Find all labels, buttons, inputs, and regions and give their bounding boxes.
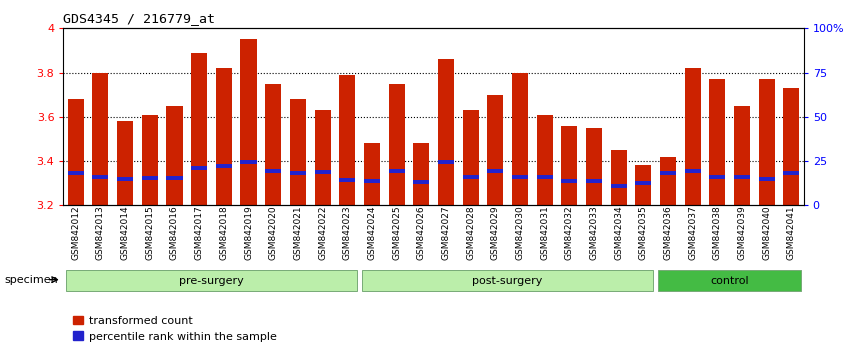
- Text: GDS4345 / 216779_at: GDS4345 / 216779_at: [63, 12, 216, 25]
- Bar: [388, 169, 404, 173]
- Text: GSM842013: GSM842013: [96, 205, 105, 260]
- Text: pre-surgery: pre-surgery: [179, 275, 244, 286]
- Text: GSM842020: GSM842020: [269, 205, 277, 260]
- FancyBboxPatch shape: [658, 270, 801, 291]
- Text: GSM842038: GSM842038: [713, 205, 722, 260]
- Bar: [783, 88, 799, 205]
- Text: GSM842039: GSM842039: [738, 205, 746, 260]
- Text: GSM842041: GSM842041: [787, 205, 796, 260]
- Text: GSM842029: GSM842029: [491, 205, 500, 260]
- Bar: [339, 178, 355, 182]
- Bar: [611, 184, 627, 188]
- Bar: [759, 79, 775, 205]
- Text: GSM842034: GSM842034: [614, 205, 624, 260]
- Bar: [586, 128, 602, 205]
- Bar: [413, 180, 429, 184]
- Bar: [315, 110, 331, 205]
- Bar: [216, 164, 232, 168]
- Bar: [265, 84, 281, 205]
- Bar: [315, 170, 331, 175]
- Text: GSM842028: GSM842028: [466, 205, 475, 260]
- Bar: [709, 79, 725, 205]
- Bar: [709, 175, 725, 179]
- Bar: [759, 177, 775, 181]
- Text: GSM842032: GSM842032: [565, 205, 574, 260]
- Bar: [117, 177, 133, 181]
- Bar: [734, 106, 750, 205]
- Text: GSM842015: GSM842015: [146, 205, 154, 260]
- Bar: [438, 59, 454, 205]
- Bar: [167, 176, 183, 180]
- Bar: [388, 84, 404, 205]
- Bar: [364, 143, 380, 205]
- Text: GSM842035: GSM842035: [639, 205, 648, 260]
- Bar: [684, 169, 700, 173]
- Bar: [216, 68, 232, 205]
- Bar: [339, 75, 355, 205]
- Bar: [660, 171, 676, 176]
- Bar: [487, 169, 503, 173]
- Bar: [561, 179, 577, 183]
- Legend: transformed count, percentile rank within the sample: transformed count, percentile rank withi…: [69, 311, 282, 346]
- Bar: [265, 169, 281, 173]
- Text: GSM842040: GSM842040: [762, 205, 772, 260]
- Bar: [68, 99, 84, 205]
- Bar: [660, 156, 676, 205]
- Bar: [487, 95, 503, 205]
- Bar: [512, 175, 528, 179]
- Text: GSM842026: GSM842026: [417, 205, 426, 260]
- Text: GSM842019: GSM842019: [244, 205, 253, 260]
- Bar: [512, 73, 528, 205]
- Text: GSM842022: GSM842022: [318, 205, 327, 260]
- Text: GSM842024: GSM842024: [367, 205, 376, 260]
- Text: GSM842037: GSM842037: [688, 205, 697, 260]
- Bar: [463, 175, 479, 179]
- Text: GSM842018: GSM842018: [219, 205, 228, 260]
- Bar: [635, 166, 651, 205]
- Bar: [463, 110, 479, 205]
- Bar: [684, 68, 700, 205]
- Bar: [142, 176, 158, 180]
- Bar: [191, 53, 207, 205]
- Text: specimen: specimen: [4, 275, 58, 285]
- Text: GSM842014: GSM842014: [121, 205, 129, 260]
- Bar: [117, 121, 133, 205]
- Text: post-surgery: post-surgery: [472, 275, 543, 286]
- FancyBboxPatch shape: [362, 270, 653, 291]
- Bar: [413, 143, 429, 205]
- Text: GSM842025: GSM842025: [392, 205, 401, 260]
- Bar: [167, 106, 183, 205]
- Bar: [635, 182, 651, 185]
- Bar: [561, 126, 577, 205]
- Text: GSM842033: GSM842033: [590, 205, 598, 260]
- Text: GSM842023: GSM842023: [343, 205, 352, 260]
- Text: GSM842030: GSM842030: [515, 205, 525, 260]
- Text: control: control: [711, 275, 749, 286]
- Text: GSM842012: GSM842012: [71, 205, 80, 260]
- Bar: [68, 171, 84, 176]
- Bar: [142, 115, 158, 205]
- Text: GSM842021: GSM842021: [294, 205, 302, 260]
- Bar: [240, 39, 256, 205]
- Bar: [92, 175, 108, 179]
- Bar: [290, 171, 306, 176]
- Bar: [611, 150, 627, 205]
- Text: GSM842017: GSM842017: [195, 205, 204, 260]
- Text: GSM842036: GSM842036: [663, 205, 673, 260]
- Text: GSM842027: GSM842027: [442, 205, 450, 260]
- Text: GSM842031: GSM842031: [540, 205, 549, 260]
- Bar: [586, 179, 602, 183]
- Bar: [783, 171, 799, 176]
- FancyBboxPatch shape: [66, 270, 357, 291]
- Bar: [734, 175, 750, 179]
- Bar: [364, 179, 380, 183]
- Bar: [240, 160, 256, 164]
- Bar: [536, 115, 552, 205]
- Bar: [290, 99, 306, 205]
- Bar: [92, 73, 108, 205]
- Bar: [536, 175, 552, 179]
- Bar: [191, 166, 207, 170]
- Bar: [438, 160, 454, 164]
- Text: GSM842016: GSM842016: [170, 205, 179, 260]
